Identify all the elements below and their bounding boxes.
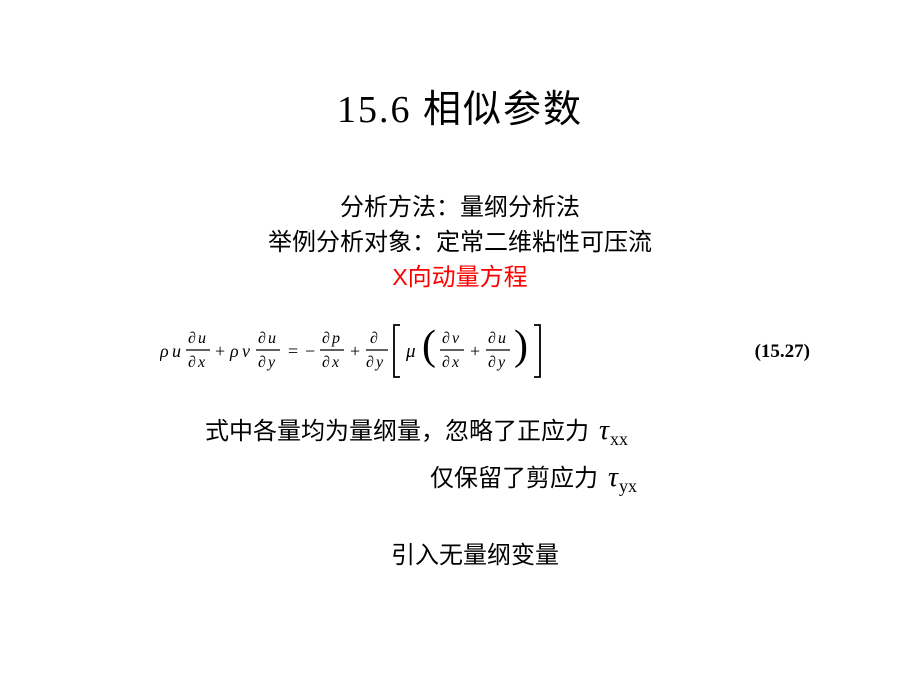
momentum-equation: ρ u ∂ u ∂ x + ρ v ∂ u ∂ y = − ∂ p ∂ x [160,317,630,387]
x-direction-text: 向动量方程 [408,265,528,291]
tau-sub-1: xx [610,429,628,449]
final-line: 引入无量纲变量 [0,535,920,570]
p: p [331,330,340,347]
note-text-2: 仅保留了剪应力 [430,466,598,492]
v: v [242,341,250,361]
section-title: 15.6 相似参数 [0,0,920,133]
plus: + [215,341,225,361]
equation-number: (15.27) [755,341,810,363]
x-letter: X [392,264,407,290]
u: u [172,341,181,361]
partial: ∂ [442,354,450,371]
rho: ρ [229,341,239,361]
partial: ∂ [370,330,378,347]
tau-symbol-1: τ [599,415,609,446]
u: u [198,330,206,347]
minus: − [305,341,315,361]
y: y [266,354,276,371]
right-bracket [534,325,540,377]
intro-line-3: X向动量方程 [0,261,920,296]
partial: ∂ [188,330,196,347]
plus: + [350,341,360,361]
intro-line-2: 举例分析对象：定常二维粘性可压流 [0,226,920,261]
partial: ∂ [366,354,374,371]
intro-block: 分析方法：量纲分析法 举例分析对象：定常二维粘性可压流 X向动量方程 [0,191,920,295]
partial: ∂ [258,354,266,371]
lparen: ( [422,323,436,369]
rparen: ) [514,323,528,369]
u: u [498,330,506,347]
rho: ρ [160,341,169,361]
equation-row: ρ u ∂ u ∂ x + ρ v ∂ u ∂ y = − ∂ p ∂ x [0,317,920,387]
note-line-2: 仅保留了剪应力 τyx [0,456,920,499]
x: x [451,354,459,371]
plus: + [470,341,480,361]
note-line-1: 式中各量均为量纲量，忽略了正应力 τxx [0,409,920,452]
tau-sub-2: yx [619,476,637,496]
partial: ∂ [322,354,330,371]
partial: ∂ [258,330,266,347]
partial: ∂ [322,330,330,347]
mu: μ [405,341,416,362]
note-text-1: 式中各量均为量纲量，忽略了正应力 [205,419,589,445]
v: v [452,330,460,347]
partial: ∂ [188,354,196,371]
partial: ∂ [488,330,496,347]
y: y [374,354,384,371]
y: y [496,354,506,371]
partial: ∂ [442,330,450,347]
eq: = [288,341,298,361]
left-bracket [394,325,400,377]
x: x [197,354,205,371]
x: x [331,354,339,371]
partial: ∂ [488,354,496,371]
u: u [268,330,276,347]
intro-line-1: 分析方法：量纲分析法 [0,191,920,226]
notes-block: 式中各量均为量纲量，忽略了正应力 τxx 仅保留了剪应力 τyx [0,409,920,499]
tau-symbol-2: τ [608,462,618,493]
